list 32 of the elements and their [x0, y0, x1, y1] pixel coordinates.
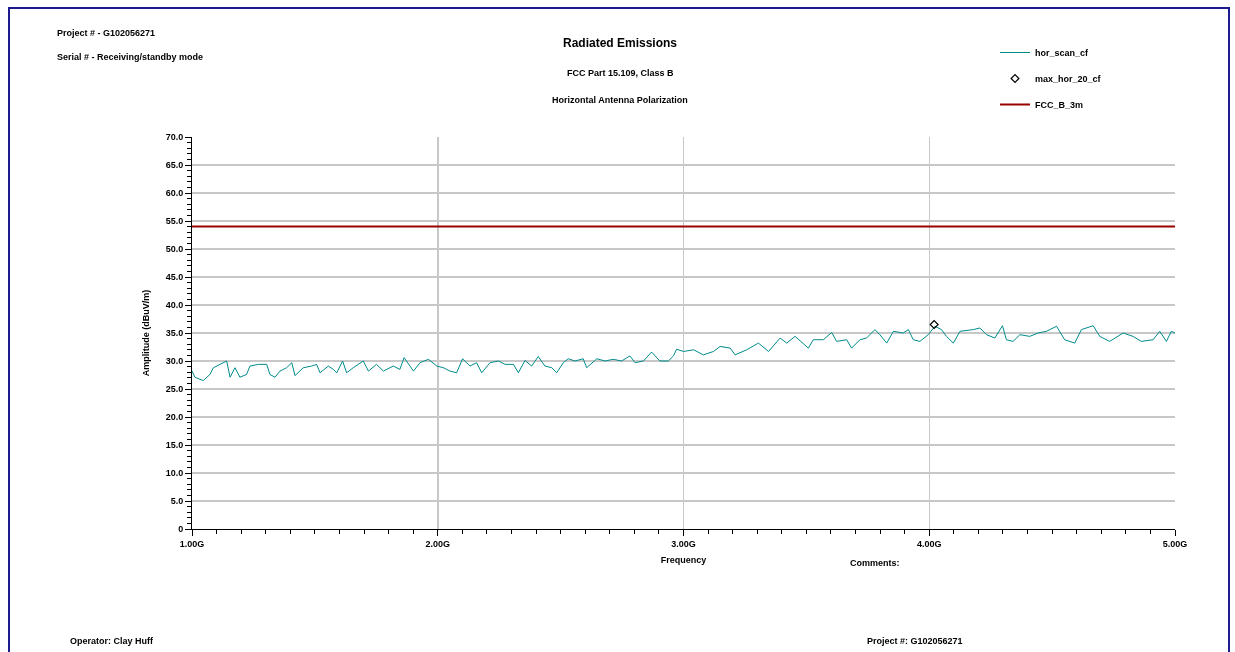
chart-title: Radiated Emissions: [562, 36, 678, 51]
y-tick-label: 25.0: [165, 384, 184, 395]
x-tick-label: 2.00G: [425, 538, 451, 549]
y-tick-label: 45.0: [165, 272, 184, 283]
y-tick-label: 40.0: [165, 300, 184, 311]
y-tick-label: 50.0: [165, 244, 184, 255]
text: Project # - G102056271: [57, 28, 156, 38]
x-tick-label: 4.00G: [916, 538, 942, 549]
x-tick-label: 5.00G: [1162, 538, 1188, 549]
y-axis-title: Amplitude (dBuV/m): [141, 289, 152, 377]
x-tick-label: 1.00G: [179, 538, 205, 549]
y-tick-label: 35.0: [165, 328, 184, 339]
y-tick-label: 30.0: [165, 356, 184, 367]
y-tick-label: 0: [178, 524, 184, 535]
legend-label: hor_scan_cf: [1035, 48, 1090, 59]
text: FCC Part 15.109, Class B Horizontal Antenna Polarization: [552, 68, 688, 105]
y-tick-label: 60.0: [165, 188, 184, 199]
x-axis-title: Frequency: [660, 554, 707, 565]
text: Project #: G102056271: [867, 636, 963, 646]
y-tick-label: 55.0: [165, 216, 184, 227]
legend-label: max_hor_20_cf: [1035, 74, 1102, 85]
y-tick-label: 65.0: [165, 160, 184, 171]
y-tick-label: 70.0: [165, 132, 184, 143]
y-tick-label: 15.0: [165, 440, 184, 451]
text: Comments:: [850, 558, 900, 568]
y-tick-label: 20.0: [165, 412, 184, 423]
y-tick-label: 5.0: [170, 496, 184, 507]
text: Operator: Clay Huff: [70, 636, 155, 646]
legend-label: FCC_B_3m: [1035, 100, 1084, 111]
x-tick-label: 3.00G: [671, 538, 696, 549]
y-tick-label: 10.0: [165, 468, 184, 479]
text: Serial # - Receiving/standby mode: [57, 52, 204, 62]
